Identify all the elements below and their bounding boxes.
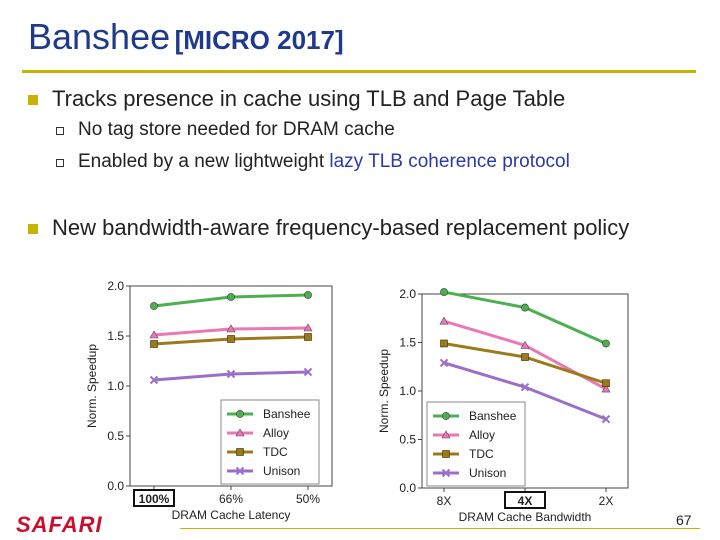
latency-chart: 0.0 0.5 1.0 1.5 2.0 Norm. Speedup 100% 66% 50% DR… [86,279,333,522]
data-point [440,288,448,296]
data-point [303,367,313,377]
legend-label: TDC [469,447,494,461]
data-point [520,382,530,392]
data-point [602,339,610,348]
legend-marker [441,468,451,478]
x-tick-label: 50% [296,492,320,506]
title-main: Banshee [28,16,171,57]
slide-title: Banshee [MICRO 2017] [28,16,344,58]
y-tick-label: 1.0 [107,379,124,393]
series-unison [439,358,611,424]
data-point [304,291,312,299]
y-tick-label: 0.0 [107,479,124,493]
bullet-text: New bandwidth-aware frequency-based repl… [52,215,630,240]
x-tick-label: 4X [518,494,533,508]
data-point [601,384,611,393]
data-point [150,302,158,310]
sub-bullet-text: No tag store needed for DRAM cache [78,119,395,140]
bandwidth-chart: 0.0 0.5 1.0 1.5 2.0 Norm. Speedup 8X 4X 2X DRAM C… [378,287,629,524]
data-point [304,333,312,341]
bullet-text: Tracks presence in cache using TLB and P… [52,86,566,111]
x-tick-label: 8X [437,494,452,508]
legend-marker [236,448,244,456]
sub-bullet-plain: Enabled by a new lightweight [78,151,330,172]
series-tdc [440,339,610,388]
page-number: 67 [676,512,692,528]
y-tick-label: 2.0 [399,287,416,301]
legend-marker [235,466,245,476]
legend: Banshee Alloy TDC Unison [426,401,526,487]
sub-bullet-highlight: lazy TLB coherence protocol [329,151,570,172]
x-axis-label: DRAM Cache Bandwidth [459,510,592,524]
x-axis-label: DRAM Cache Latency [172,508,291,522]
data-point [601,414,611,424]
series-line [443,290,607,345]
sub-bullet-text: Enabled by a new lightweight lazy TLB co… [78,151,570,173]
y-axis-label: Norm. Speedup [86,344,99,428]
legend-marker [442,412,450,420]
x-tick-label: 2X [599,494,614,508]
data-point [227,335,235,343]
sub-bullet-marker [56,127,64,135]
data-point [150,340,158,348]
data-point [226,324,236,333]
legend-label: TDC [263,445,288,459]
y-tick-label: 0.5 [107,429,124,443]
y-axis-label: Norm. Speedup [378,349,391,433]
data-point [149,375,159,385]
y-tick-label: 0.5 [399,433,416,447]
data-point [303,323,313,332]
data-point [227,293,235,301]
bullet-marker [28,95,38,105]
data-point [439,316,449,325]
data-point [520,340,530,349]
legend-label: Alloy [263,426,289,440]
legend-marker [441,430,451,439]
legend-marker [236,410,244,418]
series-alloy [149,323,313,339]
legend-label: Alloy [469,428,495,442]
y-tick-label: 1.5 [107,329,124,343]
legend-marker [442,450,450,458]
y-tick-label: 1.0 [399,384,416,398]
data-point [226,369,236,379]
footer-rule [180,528,700,529]
x-tick-highlight [133,489,175,507]
series-tdc [150,333,312,348]
series-banshee [440,288,610,348]
data-point [521,303,529,312]
bullet-marker [28,224,38,234]
legend-label: Unison [263,464,300,478]
data-point [440,339,448,348]
y-tick-label: 2.0 [107,279,124,293]
sub-bullet-marker [56,159,64,167]
data-point [521,353,529,361]
x-tick-highlight [504,491,546,509]
title-venue: [MICRO 2017] [174,25,344,55]
legend: Banshee Alloy TDC Unison [220,399,320,485]
legend-label: Banshee [263,407,311,421]
y-tick-label: 0.0 [399,481,416,495]
data-point [439,358,449,368]
x-tick-label: 100% [139,492,170,506]
series-unison [149,367,313,385]
data-point [149,330,159,339]
series-banshee [150,291,312,310]
title-underline [22,70,696,73]
legend-marker [235,428,245,437]
legend-label: Unison [469,466,506,480]
x-tick-label: 66% [219,492,243,506]
legend-label: Banshee [469,409,517,423]
data-point [602,379,610,388]
y-tick-label: 1.5 [399,336,416,350]
safari-logo: SAFARI [16,512,103,537]
